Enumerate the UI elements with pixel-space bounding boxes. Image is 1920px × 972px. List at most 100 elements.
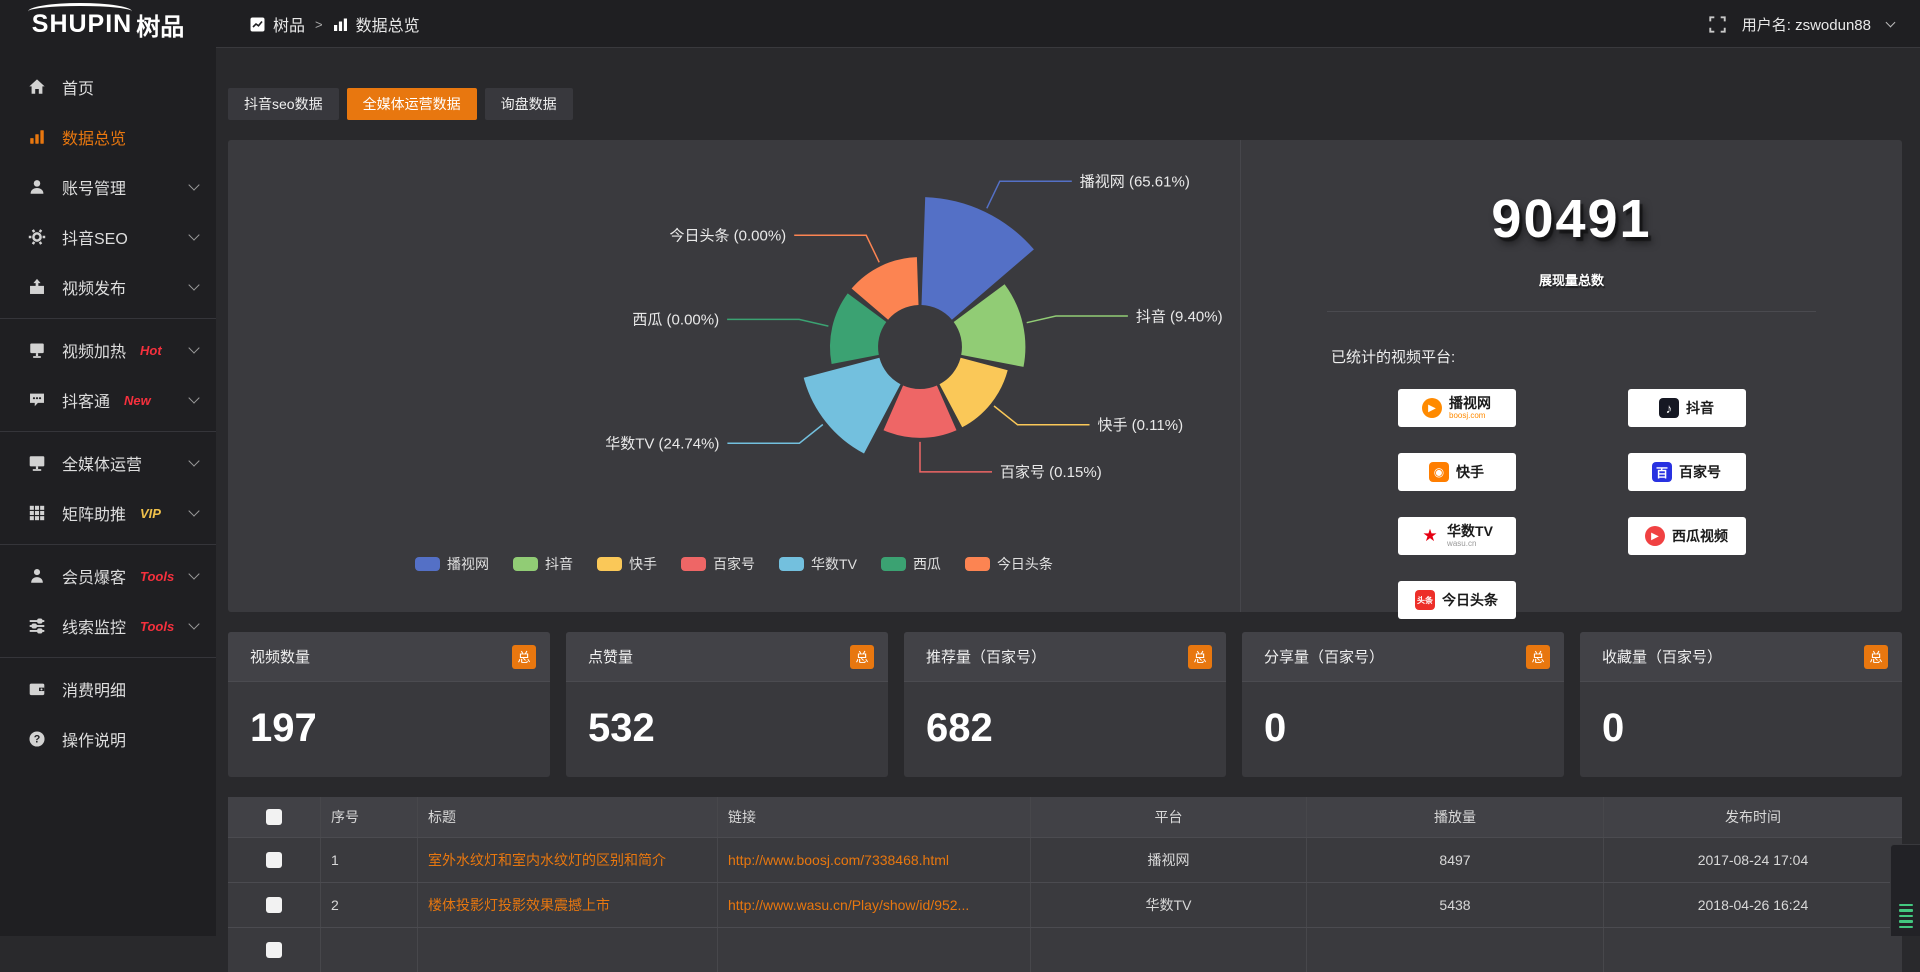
pie-slice-0[interactable]: [922, 197, 1034, 320]
video-title-link[interactable]: 室外水纹灯和室内水纹灯的区别和简介: [417, 838, 717, 882]
sidebar-item-4[interactable]: 视频发布: [0, 262, 216, 312]
sidebar-divider: [0, 318, 216, 319]
legend-item-6[interactable]: 今日头条: [965, 554, 1053, 574]
sidebar-item-label: 数据总览: [62, 125, 126, 149]
video-url-link[interactable]: http://www.boosj.com/7338468.html: [717, 838, 1030, 882]
plays-cell: 8497: [1306, 838, 1603, 882]
sidebar-item-0[interactable]: 首页: [0, 62, 216, 112]
legend-item-0[interactable]: 播视网: [415, 554, 489, 574]
sidebar-item-label: 全媒体运营: [62, 451, 142, 475]
wasu-icon: ★: [1420, 526, 1440, 546]
fullscreen-icon[interactable]: [1709, 16, 1726, 33]
chart-legend: 播视网 抖音 快手 百家号 华数TV 西瓜 今日头条: [228, 554, 1240, 574]
app-logo[interactable]: SHUPIN 树品: [0, 0, 216, 48]
user-menu-chevron-icon[interactable]: [1886, 17, 1896, 27]
legend-item-5[interactable]: 西瓜: [881, 554, 941, 574]
toutiao-icon: 头条: [1415, 590, 1435, 610]
video-publish-icon: [28, 278, 46, 296]
platform-name: 抖音: [1686, 401, 1714, 415]
pie-slice-4[interactable]: [804, 358, 901, 454]
legend-item-2[interactable]: 快手: [597, 554, 657, 574]
total-badge: 总: [1864, 645, 1888, 669]
data-tabs: 抖音seo数据全媒体运营数据询盘数据: [228, 88, 1902, 120]
wallet-icon: [28, 680, 46, 698]
legend-item-4[interactable]: 华数TV: [779, 554, 857, 574]
floating-widget[interactable]: [1890, 844, 1920, 936]
pie-label-line-1: [1027, 316, 1128, 323]
platform-name: 播视网: [1449, 396, 1491, 410]
legend-swatch: [681, 557, 706, 571]
video-url-link[interactable]: http://www.wasu.cn/Play/show/id/952...: [717, 883, 1030, 927]
chevron-down-icon: [188, 279, 199, 290]
sidebar-item-label: 账号管理: [62, 175, 126, 199]
row-checkbox[interactable]: [266, 897, 282, 913]
breadcrumb-root[interactable]: 树品: [273, 12, 305, 36]
legend-label: 西瓜: [913, 554, 941, 574]
platform-name-stack: 西瓜视频: [1672, 529, 1728, 543]
legend-item-1[interactable]: 抖音: [513, 554, 573, 574]
legend-item-3[interactable]: 百家号: [681, 554, 755, 574]
column-header: 标题: [417, 797, 717, 837]
sidebar-item-12[interactable]: ?操作说明: [0, 714, 216, 764]
topbar: SHUPIN 树品 树品 > 数据总览 用户名: zswodun88: [0, 0, 1920, 48]
sidebar-item-11[interactable]: 消费明细: [0, 664, 216, 714]
sidebar-item-label: 消费明细: [62, 677, 126, 701]
overview-panel: 播视网 (65.61%)抖音 (9.40%)快手 (0.11%)百家号 (0.1…: [228, 140, 1902, 612]
table-header-row: 序号标题链接平台播放量发布时间: [228, 797, 1902, 837]
sidebar-divider: [0, 544, 216, 545]
sidebar-item-7[interactable]: 全媒体运营: [0, 438, 216, 488]
tab-0[interactable]: 抖音seo数据: [228, 88, 339, 120]
header-checkbox-cell: [228, 797, 320, 837]
sidebar-item-tag: New: [124, 393, 151, 408]
sidebar-item-2[interactable]: 账号管理: [0, 162, 216, 212]
sidebar-item-3[interactable]: 抖音SEO: [0, 212, 216, 262]
total-impressions-value: 90491: [1241, 188, 1902, 250]
pie-label-4: 华数TV (24.74%): [605, 435, 719, 452]
row-checkbox-cell: [228, 883, 320, 927]
stat-card-title: 点赞量: [588, 646, 633, 667]
legend-label: 今日头条: [997, 554, 1053, 574]
chat-icon: [28, 391, 46, 409]
total-badge: 总: [1526, 645, 1550, 669]
home-icon: [28, 78, 46, 96]
legend-swatch: [881, 557, 906, 571]
legend-label: 快手: [629, 554, 657, 574]
empty-cell: [1603, 928, 1902, 972]
tab-1[interactable]: 全媒体运营数据: [347, 88, 477, 120]
legend-swatch: [779, 557, 804, 571]
column-header: 平台: [1030, 797, 1306, 837]
boosj-icon: ▶: [1422, 398, 1442, 418]
pie-label-line-5: [727, 319, 828, 326]
bar-chart-icon: [28, 128, 46, 146]
pie-label-5: 西瓜 (0.00%): [632, 312, 719, 329]
video-title-link[interactable]: 楼体投影灯投影效果震撼上市: [417, 883, 717, 927]
stat-card-value: 0: [1580, 682, 1902, 751]
row-checkbox[interactable]: [266, 942, 282, 958]
platform-cell: 华数TV: [1030, 883, 1306, 927]
platform-badge: 头条今日头条: [1398, 581, 1516, 619]
main-content: 抖音seo数据全媒体运营数据询盘数据 播视网 (65.61%)抖音 (9.40%…: [216, 48, 1920, 936]
pie-label-line-4: [727, 425, 822, 444]
sidebar-item-1[interactable]: 数据总览: [0, 112, 216, 162]
breadcrumb-current: 数据总览: [356, 12, 420, 36]
baijiahao-icon: 百: [1652, 462, 1672, 482]
username[interactable]: 用户名: zswodun88: [1742, 14, 1871, 35]
row-checkbox[interactable]: [266, 852, 282, 868]
chevron-down-icon: [188, 342, 199, 353]
chevron-down-icon: [188, 568, 199, 579]
platform-name-stack: 快手: [1456, 465, 1484, 479]
logo-text-cn: 树品: [136, 7, 184, 42]
sidebar-item-label: 首页: [62, 75, 94, 99]
select-all-checkbox[interactable]: [266, 809, 282, 825]
widget-bar-icon: [1899, 909, 1913, 912]
legend-label: 播视网: [447, 554, 489, 574]
stat-card-value: 197: [228, 682, 550, 751]
topbar-right: 用户名: zswodun88: [1709, 14, 1920, 35]
row-index: 2: [320, 883, 417, 927]
tab-2[interactable]: 询盘数据: [485, 88, 573, 120]
